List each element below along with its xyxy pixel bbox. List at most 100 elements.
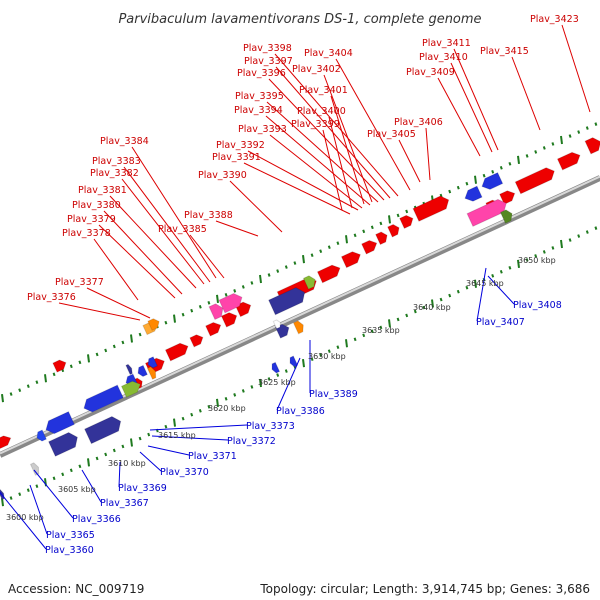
tick-mark: [577, 130, 581, 134]
gene-label: Plav_3385: [158, 224, 207, 235]
tick-mark: [35, 484, 39, 489]
tick-mark: [284, 369, 288, 373]
tick-mark: [18, 388, 22, 392]
tick-mark: [250, 281, 254, 285]
gene-arrow: [0, 435, 12, 450]
gene-arrow: [514, 167, 555, 195]
tick-mark: [594, 226, 598, 230]
gene-arrow: [556, 151, 581, 171]
leader-line: [58, 302, 141, 321]
gene-arrow: [375, 231, 388, 246]
gene-arrow: [146, 366, 157, 380]
leader-line: [147, 445, 190, 456]
leader-line: [109, 195, 197, 289]
gene-arrow: [271, 361, 281, 374]
leader-line: [276, 357, 301, 411]
leader-line: [149, 424, 248, 431]
gene-label: Plav_3404: [304, 48, 353, 59]
leader-line: [266, 101, 379, 203]
tick-mark: [525, 258, 529, 262]
tick-mark: [130, 438, 133, 447]
leader-line: [274, 53, 399, 197]
tick-mark: [26, 384, 30, 388]
tick-mark: [130, 334, 133, 343]
tick-mark: [69, 364, 73, 369]
gene-label: Plav_3399: [291, 119, 340, 130]
leader-line: [98, 224, 176, 299]
leader-line: [437, 77, 481, 157]
gene-label: Plav_3396: [237, 68, 286, 79]
gene-label: Plav_3409: [406, 67, 455, 78]
tick-mark: [241, 389, 245, 393]
tick-mark: [431, 299, 434, 308]
gene-arrow: [399, 214, 414, 230]
tick-mark: [405, 209, 409, 214]
gene-arrow: [36, 429, 48, 442]
tick-mark: [379, 221, 383, 226]
tick-mark: [310, 253, 314, 257]
gene-arrow: [340, 251, 361, 269]
tick-mark: [224, 397, 228, 401]
kbp-label: 3605 kbp: [58, 485, 96, 494]
tick-mark: [388, 215, 391, 224]
gene-arrow: [481, 171, 504, 190]
leader-line: [139, 451, 162, 472]
tick-mark: [95, 456, 99, 461]
page-title: Parvibaculum lavamentivorans DS-1, compl…: [118, 12, 481, 27]
gene-features: [0, 137, 600, 501]
tick-mark: [190, 412, 194, 417]
gene-label: Plav_3411: [422, 38, 471, 49]
tick-mark: [577, 234, 581, 238]
leader-line: [131, 146, 217, 279]
tick-mark: [542, 250, 546, 254]
tick-mark: [362, 229, 366, 234]
gene-label: Plav_3372: [227, 436, 276, 447]
leader-line: [123, 166, 211, 283]
gene-label: Plav_3394: [234, 105, 283, 116]
gene-arrow: [45, 411, 76, 435]
gene-arrow: [316, 264, 341, 284]
gene-arrow: [466, 198, 507, 228]
gene-arrow: [47, 431, 78, 457]
gene-arrow: [272, 319, 281, 330]
tick-mark: [267, 377, 271, 381]
tick-mark: [302, 254, 305, 264]
tick-mark: [405, 313, 409, 318]
gene-label: Plav_3397: [244, 56, 293, 67]
tick-mark: [164, 320, 168, 325]
tick-mark: [560, 135, 563, 145]
gene-label: Plav_3381: [78, 185, 127, 196]
kbp-label: 3615 kbp: [158, 431, 196, 440]
accession-text: Accession: NC_009719: [8, 582, 145, 596]
genome-summary-text: Topology: circular; Length: 3,914,745 bp…: [260, 582, 590, 596]
tick-mark: [551, 246, 555, 250]
tick-mark: [585, 230, 589, 234]
gene-arrow: [189, 334, 204, 348]
tick-mark: [87, 354, 90, 363]
leader-line: [189, 234, 225, 279]
gene-arrow: [267, 287, 306, 316]
gene-arrow: [220, 312, 238, 328]
tick-mark: [259, 378, 262, 388]
tick-mark: [104, 348, 108, 353]
gene-label: Plav_3410: [419, 52, 468, 63]
tick-mark: [508, 266, 512, 270]
tick-mark: [327, 245, 331, 250]
tick-mark: [198, 408, 202, 413]
tick-mark: [327, 349, 331, 354]
gene-label: Plav_3378: [62, 228, 111, 239]
tick-mark: [353, 337, 357, 342]
tick-mark: [224, 293, 228, 297]
tick-mark: [284, 265, 288, 269]
gene-arrow: [499, 209, 513, 224]
gene-label: Plav_3390: [198, 170, 247, 181]
tick-mark: [345, 235, 348, 244]
tick-mark: [456, 289, 460, 294]
leader-line: [476, 267, 487, 322]
tick-mark: [310, 357, 314, 361]
tick-mark: [465, 285, 469, 290]
tick-mark: [336, 241, 340, 246]
tick-mark: [517, 259, 520, 268]
tick-mark: [181, 312, 185, 317]
leader-line: [269, 134, 363, 209]
